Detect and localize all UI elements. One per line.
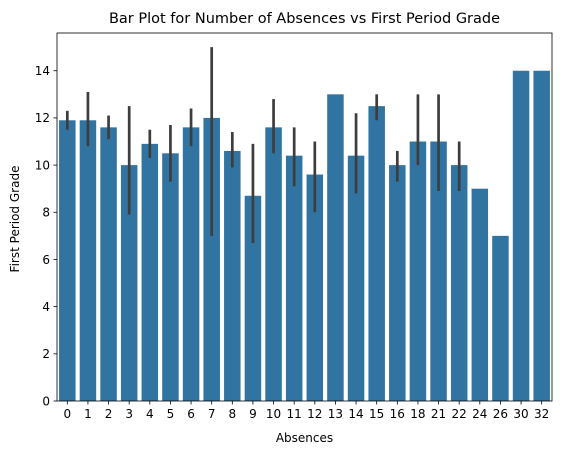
bar-absences-2	[100, 127, 117, 401]
bar-absences-24	[471, 188, 489, 401]
bar-absences-22	[450, 165, 468, 401]
x-tick-label: 3	[125, 407, 133, 421]
bar-absences-9	[244, 195, 262, 401]
y-tick-label: 4	[42, 300, 50, 314]
x-tick-label: 22	[452, 407, 467, 421]
x-tick-label: 24	[472, 407, 487, 421]
bar-absences-21	[430, 141, 447, 401]
bar-absences-6	[182, 127, 200, 401]
y-tick-label: 14	[35, 64, 50, 78]
bar-absences-14	[347, 155, 365, 401]
bar-absences-7	[203, 117, 220, 401]
x-tick-label: 15	[369, 407, 384, 421]
bar-absences-5	[162, 153, 179, 401]
y-axis: 0 2 4 6 8 10 12 14	[35, 64, 57, 408]
bar-absences-16	[389, 165, 406, 401]
x-axis: 0 1 2 3 4 5 6 7 8 9 10 11 12 13 14 15 16 18 21 22 24 26 30 32	[63, 401, 549, 421]
plot-frame	[56, 32, 553, 402]
y-tick-label: 8	[42, 206, 50, 220]
x-tick-label: 2	[105, 407, 113, 421]
y-tick-label: 0	[42, 394, 50, 408]
x-tick-label: 9	[249, 407, 257, 421]
x-tick-label: 10	[266, 407, 281, 421]
bar-absences-0	[59, 120, 76, 402]
bar-absences-32	[533, 70, 550, 401]
x-tick-label: 1	[84, 407, 92, 421]
y-tick-label: 2	[42, 347, 50, 361]
x-tick-label: 8	[228, 407, 236, 421]
x-tick-label: 7	[208, 407, 216, 421]
bars-layer	[59, 70, 550, 402]
x-tick-label: 18	[410, 407, 425, 421]
bar-absences-10	[265, 127, 282, 401]
x-tick-label: 11	[287, 407, 302, 421]
x-tick-label: 4	[146, 407, 154, 421]
x-tick-label: 16	[390, 407, 405, 421]
bar-absences-30	[512, 70, 530, 401]
x-tick-label: 32	[534, 407, 549, 421]
x-tick-label: 0	[63, 407, 71, 421]
x-tick-label: 13	[328, 407, 343, 421]
x-axis-label: Absences	[276, 431, 333, 445]
y-axis-label: First Period Grade	[8, 166, 22, 273]
x-tick-label: 30	[513, 407, 528, 421]
bar-absences-3	[120, 165, 138, 401]
bar-absences-13	[327, 94, 344, 401]
bar-absences-12	[306, 174, 324, 401]
chart-title: Bar Plot for Number of Absences vs First…	[109, 11, 500, 27]
y-tick-label: 6	[42, 253, 50, 267]
bar-absences-1	[79, 120, 97, 402]
x-tick-label: 5	[167, 407, 175, 421]
x-tick-label: 12	[307, 407, 322, 421]
x-tick-label: 6	[187, 407, 195, 421]
bar-absences-18	[409, 141, 427, 401]
y-tick-label: 12	[35, 111, 50, 125]
y-tick-label: 10	[35, 158, 50, 172]
bar-absences-8	[224, 150, 241, 401]
bar-absences-11	[285, 155, 303, 401]
x-tick-label: 21	[431, 407, 446, 421]
x-tick-label: 14	[348, 407, 363, 421]
x-tick-label: 26	[493, 407, 508, 421]
bar-absences-4	[141, 143, 159, 401]
bar-absences-26	[492, 235, 509, 401]
bar-absences-15	[368, 106, 385, 401]
errorbars-layer	[65, 47, 461, 243]
